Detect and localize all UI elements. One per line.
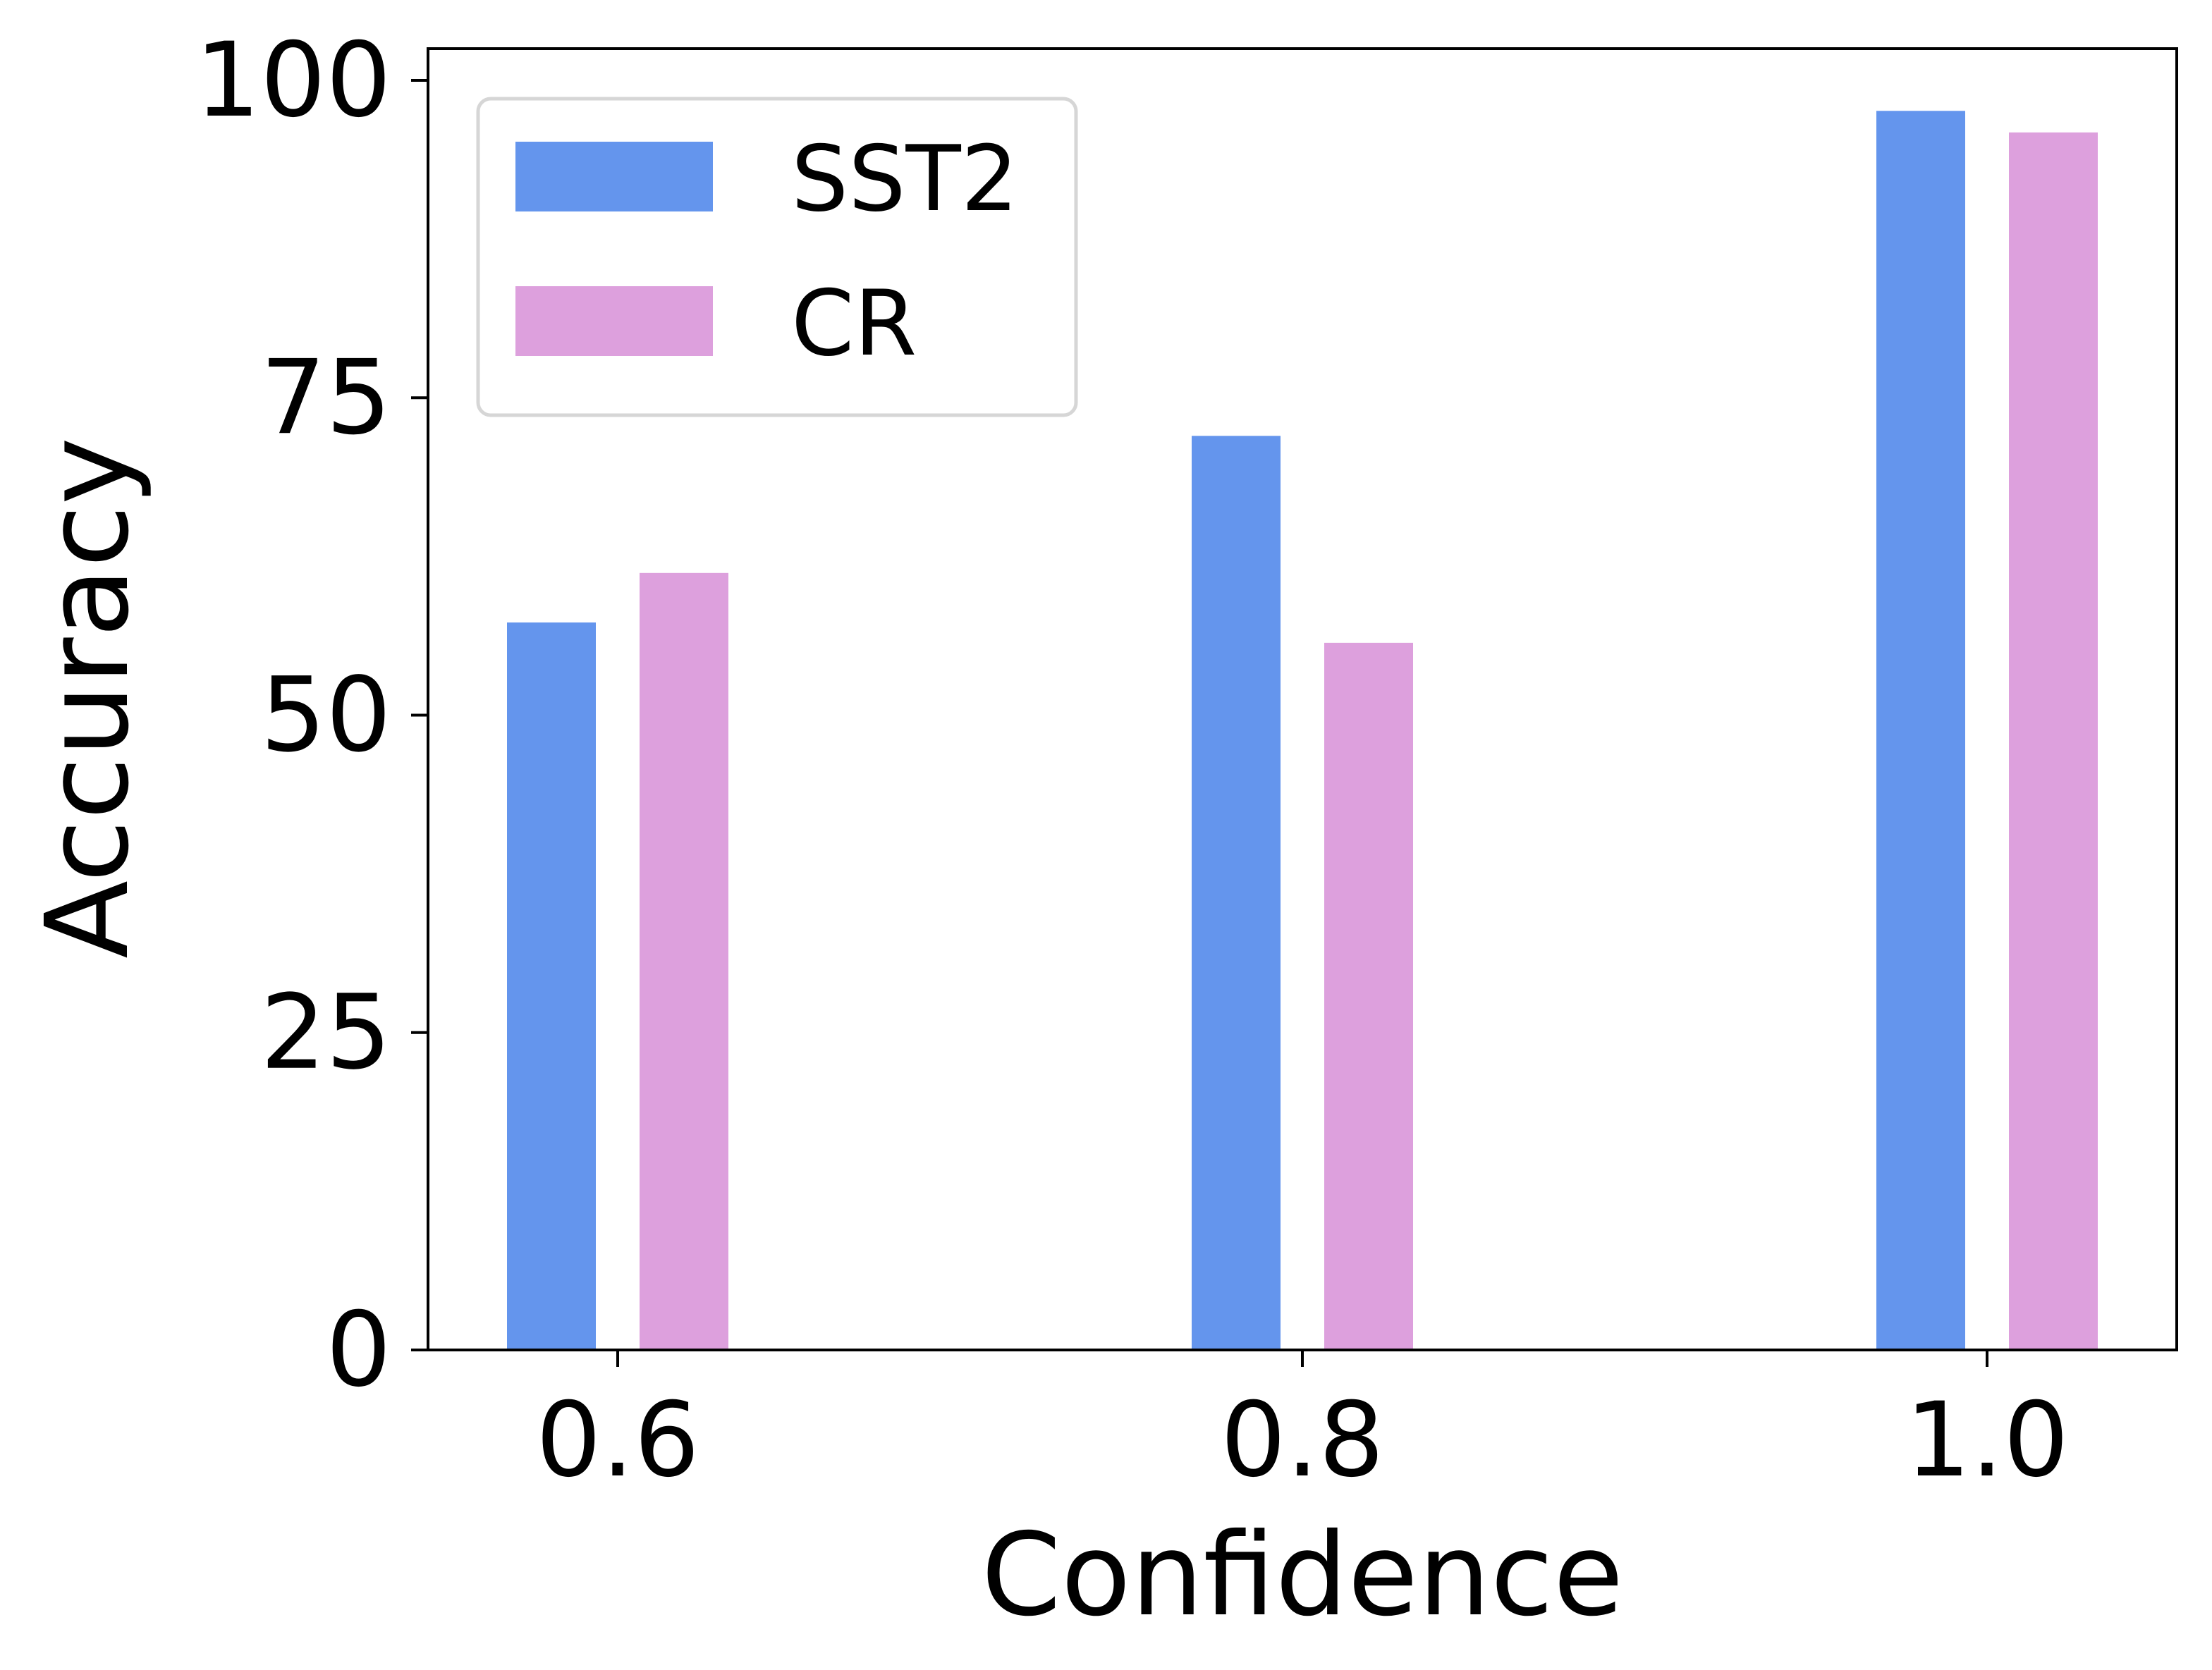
x-axis: 0.6 0.8 1.0: [536, 1350, 2069, 1500]
x-axis-title: Confidence: [982, 1509, 1624, 1642]
bar-sst2-0-6: [507, 622, 596, 1350]
bar-cr-1-0: [2009, 132, 2098, 1351]
legend-swatch-cr: [515, 286, 713, 356]
legend-swatch-sst2: [515, 142, 713, 211]
bar-cr-0-8: [1324, 642, 1413, 1350]
y-tick-label: 0: [326, 1290, 391, 1410]
x-tick-label: 0.8: [1221, 1380, 1384, 1500]
y-tick-label: 100: [195, 20, 391, 140]
y-tick-label: 50: [260, 656, 391, 775]
bar-sst2-1-0: [1876, 111, 1965, 1350]
bar-cr-0-6: [640, 572, 728, 1350]
legend: SST2 CR: [476, 97, 1078, 417]
legend-label-cr: CR: [791, 271, 917, 376]
x-tick-label: 0.6: [536, 1380, 699, 1500]
legend-label-sst2: SST2: [791, 127, 1018, 232]
y-tick-label: 75: [260, 338, 391, 458]
y-tick-label: 25: [260, 973, 391, 1093]
x-tick-label: 1.0: [1905, 1380, 2069, 1500]
y-axis: 0 25 50 75 100: [195, 20, 428, 1410]
bar-sst2-0-8: [1192, 436, 1281, 1350]
y-axis-title: Accuracy: [22, 437, 154, 959]
bars-layer: [507, 111, 2098, 1351]
